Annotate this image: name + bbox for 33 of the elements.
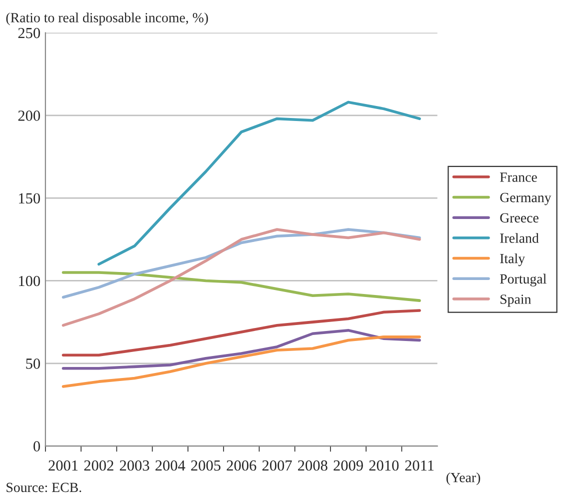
x-tick-label: 2008	[298, 460, 328, 471]
x-tick-label: 2006	[226, 460, 256, 471]
legend-label: Spain	[500, 294, 532, 307]
y-tick-label: 100	[19, 276, 40, 286]
y-tick-label: 250	[18, 28, 40, 38]
line-series	[62, 336, 421, 388]
line-series	[97, 100, 421, 266]
source-note: Source: ECB.	[6, 482, 82, 492]
line-series	[62, 271, 421, 302]
y-tick-label: 200	[18, 110, 40, 121]
legend-label: France	[500, 172, 537, 182]
x-tick-label: 2004	[156, 460, 186, 471]
legend-label: Germany	[500, 192, 552, 206]
x-tick-label: 2005	[191, 460, 220, 471]
x-tick-label: 2002	[84, 460, 114, 471]
x-tick-label: 2009	[334, 460, 363, 471]
x-tick-label: 2001	[48, 460, 78, 471]
x-tick-label: 2010	[369, 460, 399, 471]
legend-label: Italy	[500, 253, 526, 266]
x-axis-title: (Year)	[446, 472, 480, 486]
x-tick-label: 2011	[405, 460, 434, 471]
x-tick-label: 2003	[120, 460, 150, 471]
y-axis-title: (Ratio to real disposable income, %)	[6, 12, 208, 26]
legend-label: Ireland	[500, 233, 539, 243]
y-tick-label: 150	[19, 193, 40, 204]
line-series	[62, 228, 421, 327]
line-series	[62, 309, 421, 357]
y-tick-label: 50	[26, 358, 40, 369]
legend-label: Portugal	[500, 274, 546, 286]
x-tick-label: 2007	[262, 460, 292, 471]
y-tick-label: 0	[34, 441, 40, 452]
legend-label: Greece	[500, 213, 538, 223]
line-series	[62, 328, 421, 370]
